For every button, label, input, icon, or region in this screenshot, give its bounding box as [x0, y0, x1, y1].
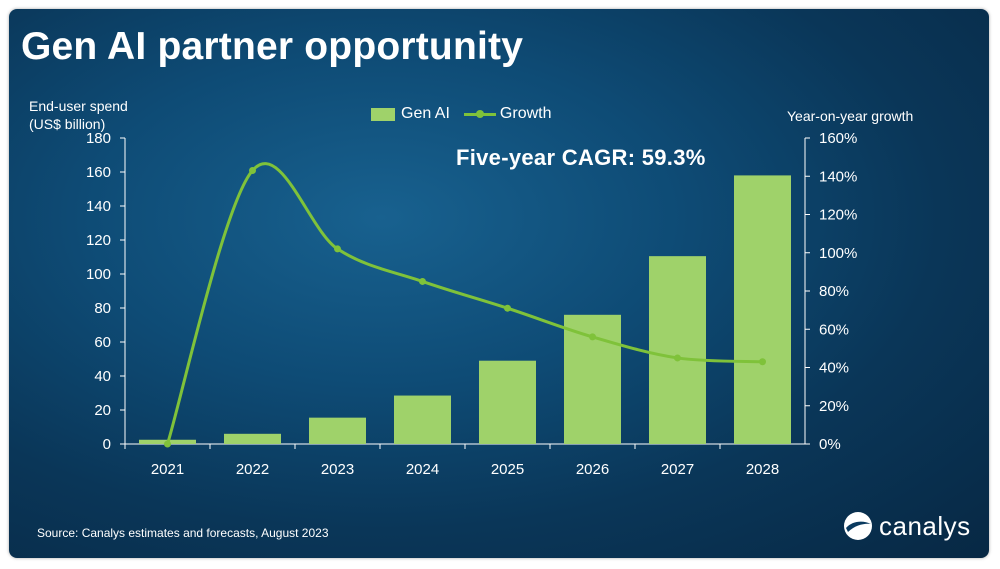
x-tick-label: 2027: [661, 461, 694, 478]
bar-gen-ai: [224, 433, 281, 444]
y-tick-label-left: 120: [86, 232, 111, 249]
canalys-logo-icon: [844, 512, 872, 540]
y-tick-label-left: 180: [86, 130, 111, 147]
bar-gen-ai: [394, 395, 451, 444]
x-tick-label: 2028: [746, 461, 779, 478]
bar-gen-ai: [309, 417, 366, 444]
legend-line-swatch: [463, 109, 496, 118]
legend-bar-swatch: [371, 107, 395, 121]
x-tick-label: 2022: [236, 461, 269, 478]
chart-panel: Gen AI partner opportunity End-user spen…: [9, 9, 989, 558]
bar-gen-ai: [734, 175, 791, 444]
growth-point: [164, 440, 171, 448]
y-axis-title-line-1: End-user spend: [29, 98, 128, 114]
legend: Gen AI Growth: [371, 104, 552, 124]
x-tick-label: 2026: [576, 461, 609, 478]
bar-gen-ai: [479, 360, 536, 444]
growth-point: [249, 167, 256, 175]
canalys-logo-text: canalys: [879, 510, 971, 541]
growth-point: [589, 333, 596, 341]
y-tick-label-left: 80: [94, 300, 111, 317]
x-tick-label: 2023: [321, 461, 354, 478]
y-axis-title-left: End-user spend (US$ billion): [29, 97, 128, 133]
y-tick-label-right: 160%: [819, 130, 857, 147]
y-tick-label-left: 20: [94, 402, 111, 419]
x-tick-label: 2024: [406, 461, 439, 478]
y-tick-label-left: 40: [94, 368, 111, 385]
source-note: Source: Canalys estimates and forecasts,…: [37, 526, 329, 540]
y-tick-label-right: 140%: [819, 168, 857, 185]
y-axis-title-right: Year-on-year growth: [787, 108, 914, 124]
growth-point: [759, 358, 766, 366]
growth-point: [674, 354, 681, 362]
canalys-logo: canalys: [843, 509, 971, 543]
y-tick-label-right: 40%: [819, 360, 849, 377]
y-tick-label-left: 0: [103, 436, 111, 453]
cagr-annotation: Five-year CAGR: 59.3%: [456, 145, 706, 170]
y-tick-label-left: 60: [94, 334, 111, 351]
y-tick-label-right: 120%: [819, 207, 857, 224]
y-tick-label-left: 100: [86, 266, 111, 283]
y-tick-label-right: 20%: [819, 398, 849, 415]
y-tick-label-right: 80%: [819, 283, 849, 300]
x-tick-label: 2025: [491, 461, 524, 478]
legend-label-growth: Growth: [499, 105, 552, 122]
x-tick-label: 2021: [151, 461, 184, 478]
growth-point: [334, 245, 341, 253]
page-title: Gen AI partner opportunity: [21, 25, 524, 68]
bar-gen-ai: [649, 256, 706, 444]
y-tick-label-left: 160: [86, 164, 111, 181]
growth-point: [419, 277, 426, 285]
chart-plot: 0 20 40 60 80 100 120 140 160 180 0% 20% 40% 60% 80% 10…: [86, 130, 857, 478]
legend-label-gen-ai: Gen AI: [401, 105, 450, 122]
growth-point: [504, 304, 511, 312]
y-tick-label-right: 100%: [819, 245, 857, 262]
y-tick-label-right: 60%: [819, 321, 849, 338]
y-tick-label-left: 140: [86, 198, 111, 215]
y-tick-label-right: 0%: [819, 436, 841, 453]
y-axis-title-line-2: (US$ billion): [29, 116, 106, 132]
